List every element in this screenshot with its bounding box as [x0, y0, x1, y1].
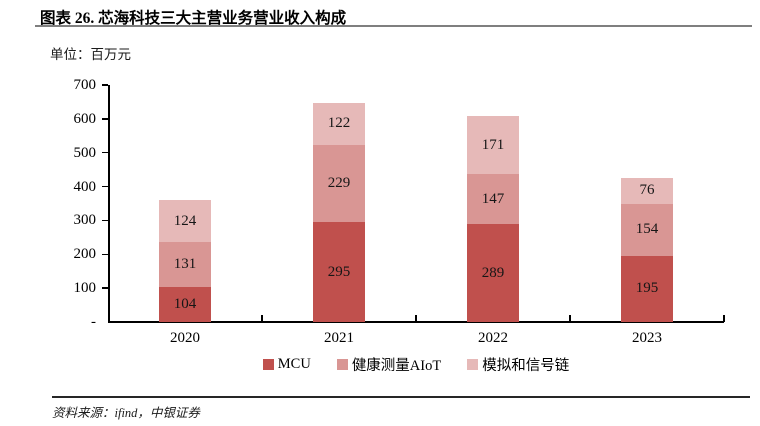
legend-label: 模拟和信号链	[482, 357, 570, 374]
y-axis-tick-label: -	[91, 314, 96, 330]
x-axis-category-label: 2022	[478, 330, 508, 346]
x-axis-tick	[261, 315, 263, 322]
y-axis-tick-label: 400	[73, 178, 97, 195]
bar-segment-MCU-2021	[313, 222, 365, 322]
bar-value-label: 131	[173, 256, 197, 273]
bar-segment-模拟和信号链-2022	[467, 116, 519, 175]
x-axis-category-label: 2023	[632, 330, 662, 346]
x-axis-tick	[569, 315, 571, 322]
bar-segment-健康测量AIoT-2022	[467, 174, 519, 225]
bar-segment-模拟和信号链-2023	[621, 178, 673, 204]
legend: MCU 健康测量AIoT 模拟和信号链	[108, 354, 724, 375]
bar-segment-MCU-2022	[467, 224, 519, 322]
bar-segment-MCU-2023	[621, 255, 673, 322]
legend-item-MCU: MCU	[262, 355, 311, 373]
y-axis-tick-label: 200	[73, 246, 97, 263]
y-axis-tick	[102, 84, 108, 86]
bar-value-label: 229	[327, 174, 351, 191]
legend-item-模拟和信号链: 模拟和信号链	[467, 354, 569, 375]
bar-value-label: 171	[481, 136, 505, 153]
bar-segment-MCU-2020	[159, 286, 211, 322]
legend-swatch-icon	[262, 358, 274, 370]
y-axis-tick	[102, 151, 108, 154]
bar-value-label: 154	[635, 221, 659, 238]
bar-value-label: 289	[481, 264, 505, 281]
x-axis-tick	[723, 315, 725, 322]
title-rule	[35, 25, 752, 27]
bar-segment-健康测量AIoT-2020	[159, 242, 211, 287]
x-axis-category-label: 2021	[324, 330, 354, 346]
bar-value-label: 295	[327, 263, 351, 280]
bar-segment-模拟和信号链-2021	[313, 103, 365, 145]
y-axis-tick	[102, 253, 108, 256]
y-axis-tick	[102, 219, 108, 222]
y-axis-tick	[102, 118, 108, 120]
bar-segment-健康测量AIoT-2021	[313, 144, 365, 223]
y-axis-tick-label: 700	[73, 77, 97, 93]
y-axis-tick	[102, 287, 108, 289]
legend-swatch-icon	[467, 358, 479, 370]
bar-value-label: 104	[173, 295, 197, 312]
x-axis-category-label: 2020	[170, 330, 200, 346]
figure-title: 图表 26. 芯海科技三大主营业务营业收入构成	[40, 10, 347, 27]
y-axis-tick-label: 100	[73, 280, 97, 297]
legend-item-健康测量AIoT: 健康测量AIoT	[336, 354, 442, 375]
bar-value-label: 76	[639, 182, 655, 199]
bar-segment-模拟和信号链-2020	[159, 200, 211, 243]
bar-value-label: 122	[327, 115, 351, 132]
legend-label: MCU	[277, 355, 311, 372]
y-axis-tick	[102, 185, 108, 188]
x-axis-line	[108, 321, 724, 323]
y-axis-tick-label: 300	[73, 212, 97, 229]
legend-label: 健康测量AIoT	[351, 357, 442, 374]
bar-value-label: 195	[635, 280, 659, 297]
x-axis-tick	[415, 315, 417, 322]
footer-rule	[52, 396, 750, 398]
y-axis-line	[108, 85, 110, 322]
source-note: 资料来源：ifind，中银证券	[52, 406, 200, 420]
bar-value-label: 147	[481, 190, 505, 207]
bar-segment-健康测量AIoT-2023	[621, 203, 673, 256]
unit-label: 单位：百万元	[50, 47, 131, 62]
y-axis-tick-label: 500	[73, 144, 97, 161]
y-axis-tick-label: 600	[73, 110, 97, 127]
legend-swatch-icon	[336, 358, 348, 370]
bar-value-label: 124	[173, 212, 197, 229]
